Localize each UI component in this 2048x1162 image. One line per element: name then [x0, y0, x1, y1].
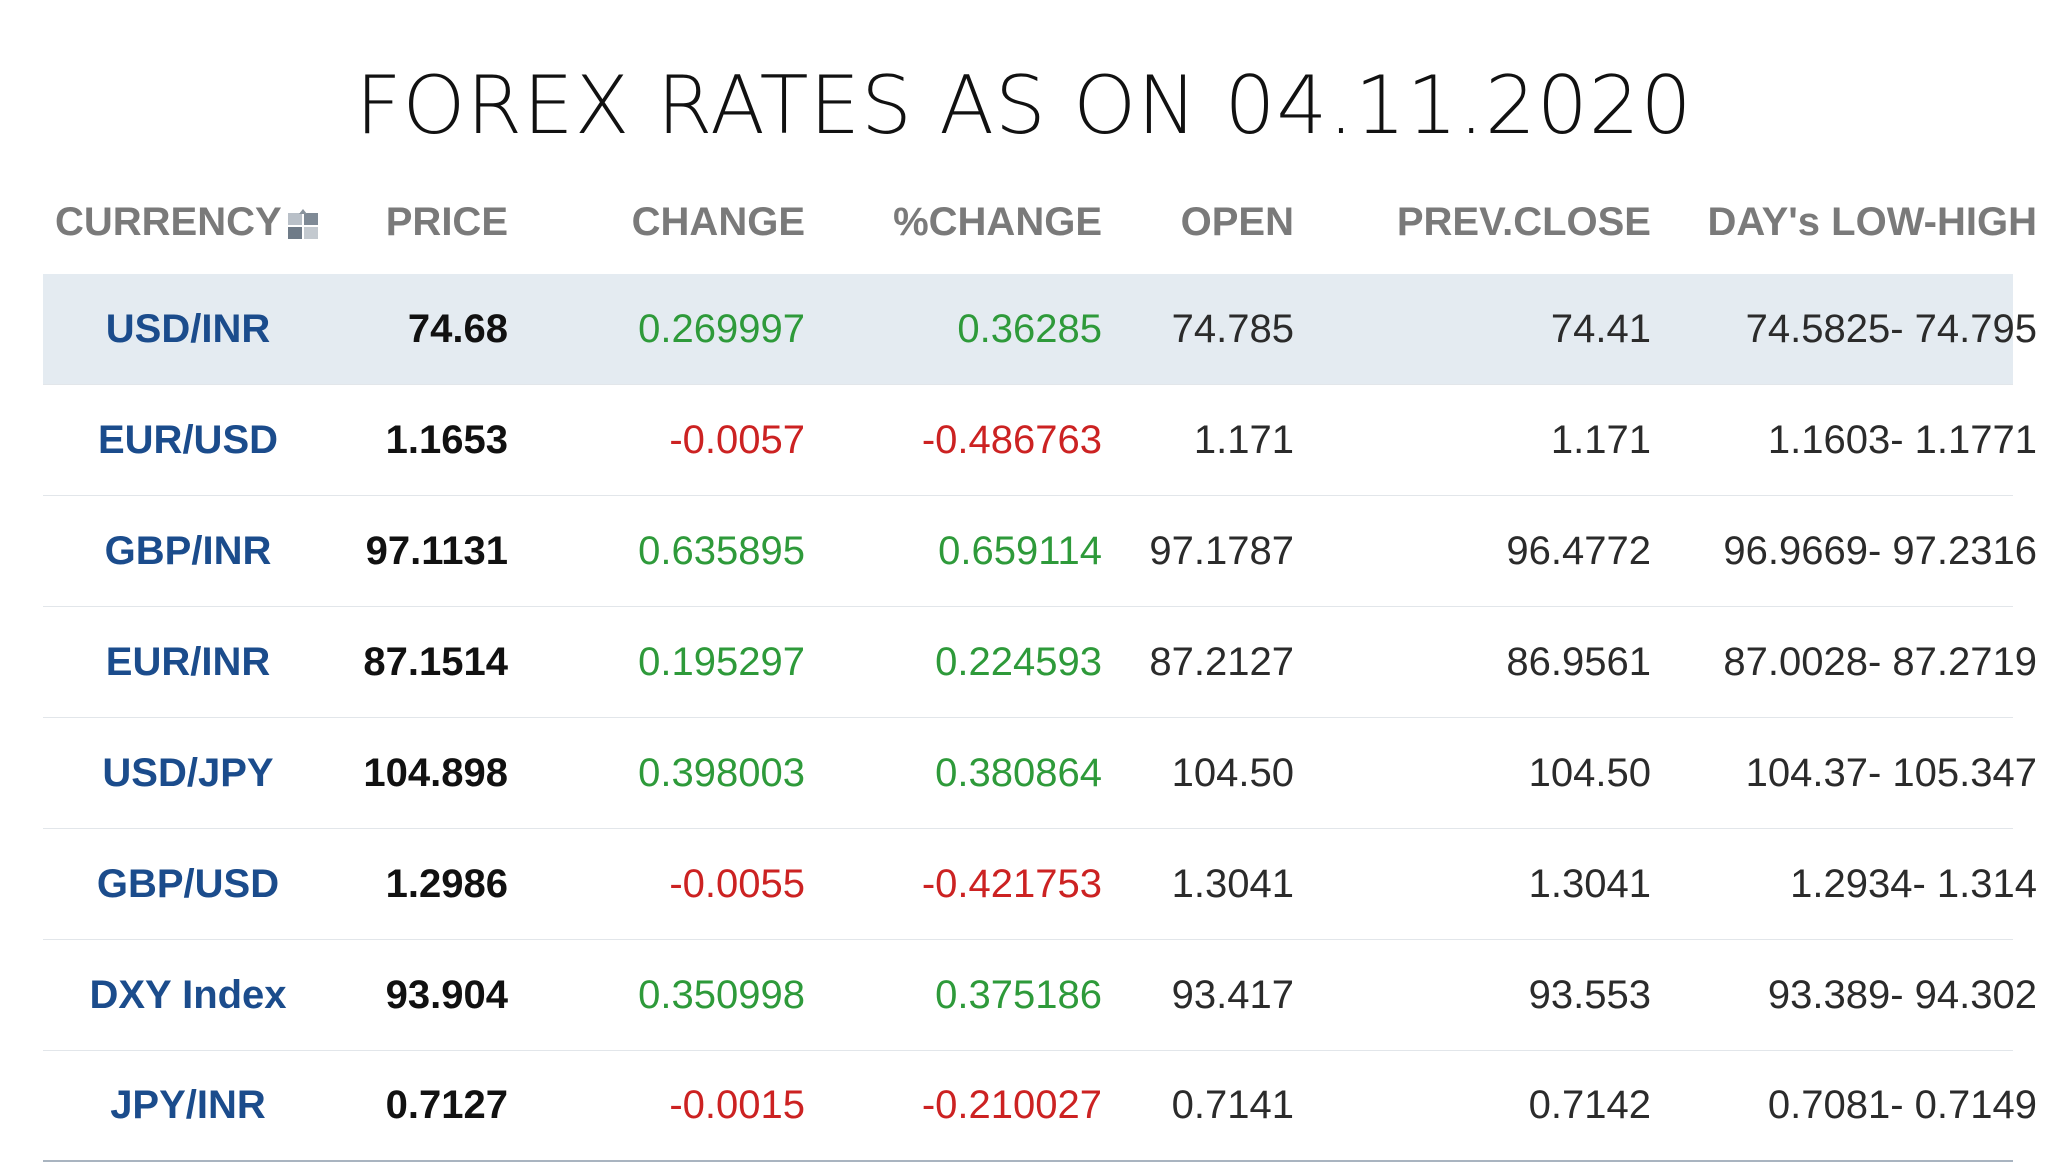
column-header-price[interactable]: PRICE	[385, 199, 508, 244]
open-cell: 74.785	[1171, 306, 1294, 351]
table-row[interactable]: JPY/INR 0.7127 -0.0015 -0.210027 0.7141 0.714…	[43, 1051, 2037, 1162]
price-cell: 93.904	[385, 972, 508, 1017]
open-cell: 0.7141	[1171, 1083, 1294, 1127]
prev-close-cell: 1.3041	[1528, 861, 1651, 906]
column-header-day-range[interactable]: DAY's LOW-HIGH	[1707, 199, 2037, 244]
percent-change-cell: -0.210027	[921, 1083, 1102, 1127]
percent-change-cell: 0.375186	[935, 972, 1102, 1017]
prev-close-cell: 1.171	[1550, 417, 1651, 462]
currency-link[interactable]: USD/INR	[105, 306, 271, 351]
percent-change-cell: 0.36285	[957, 306, 1102, 351]
price-cell: 0.7127	[385, 1083, 508, 1127]
sort-toggle-icon[interactable]	[284, 207, 322, 245]
prev-close-cell: 74.41	[1550, 306, 1651, 351]
change-cell: 0.398003	[638, 750, 805, 795]
percent-change-cell: 0.224593	[935, 639, 1102, 684]
prev-close-cell: 96.4772	[1506, 528, 1651, 573]
price-cell: 104.898	[363, 750, 508, 795]
day-range-cell: 93.389- 94.302	[1767, 972, 2037, 1017]
prev-close-cell: 104.50	[1528, 750, 1651, 795]
page-title: FOREX RATES AS ON 04.11.2020	[355, 59, 1693, 152]
open-cell: 87.2127	[1149, 639, 1294, 684]
currency-link[interactable]: EUR/USD	[97, 417, 279, 462]
change-cell: 0.269997	[638, 306, 805, 351]
prev-close-cell: 0.7142	[1528, 1083, 1651, 1127]
day-range-cell: 74.5825- 74.795	[1745, 306, 2037, 351]
table-row[interactable]: USD/INR 74.68 0.269997 0.36285 74.785 74.41 74…	[43, 274, 2037, 385]
price-cell: 87.1514	[363, 639, 508, 684]
percent-change-cell: -0.421753	[921, 861, 1102, 906]
currency-link[interactable]: JPY/INR	[110, 1083, 266, 1127]
change-cell: -0.0057	[669, 417, 805, 462]
table-row[interactable]: GBP/INR 97.1131 0.635895 0.659114 97.1787 96.…	[43, 496, 2037, 607]
column-header-currency[interactable]: CURRENCY	[43, 170, 345, 274]
column-header-currency-label: CURRENCY	[55, 199, 282, 244]
price-cell: 97.1131	[365, 528, 508, 573]
column-header-change[interactable]: CHANGE	[631, 199, 805, 244]
table-row[interactable]: GBP/USD 1.2986 -0.0055 -0.421753 1.3041 1.304…	[43, 829, 2037, 940]
day-range-cell: 104.37- 105.347	[1745, 750, 2037, 795]
change-cell: 0.195297	[638, 639, 805, 684]
currency-link[interactable]: EUR/INR	[105, 639, 271, 684]
day-range-cell: 1.1603- 1.1771	[1767, 417, 2037, 462]
column-header-percent-change[interactable]: %CHANGE	[893, 199, 1102, 244]
open-cell: 104.50	[1171, 750, 1294, 795]
price-cell: 1.1653	[385, 417, 508, 462]
table-row[interactable]: EUR/INR 87.1514 0.195297 0.224593 87.2127 86.…	[43, 607, 2037, 718]
currency-link[interactable]: GBP/INR	[104, 528, 272, 573]
percent-change-cell: -0.486763	[921, 417, 1102, 462]
table-header-row: CURRENCY PRICE CHANGE %CHANGE OPEN PREV.…	[43, 170, 2037, 274]
open-cell: 1.171	[1193, 417, 1294, 462]
prev-close-cell: 86.9561	[1506, 639, 1651, 684]
change-cell: 0.350998	[638, 972, 805, 1017]
day-range-cell: 1.2934- 1.314	[1790, 861, 2037, 906]
table-row[interactable]: DXY Index 93.904 0.350998 0.375186 93.417 93.…	[43, 940, 2037, 1051]
open-cell: 97.1787	[1149, 528, 1294, 573]
percent-change-cell: 0.659114	[938, 528, 1102, 573]
currency-link[interactable]: GBP/USD	[96, 861, 280, 906]
day-range-cell: 96.9669- 97.2316	[1723, 528, 2037, 573]
column-header-prev-close[interactable]: PREV.CLOSE	[1396, 199, 1651, 244]
prev-close-cell: 93.553	[1528, 972, 1651, 1017]
open-cell: 1.3041	[1171, 861, 1294, 906]
day-range-cell: 87.0028- 87.2719	[1723, 639, 2037, 684]
currency-link[interactable]: USD/JPY	[102, 750, 274, 795]
price-cell: 1.2986	[385, 861, 508, 906]
change-cell: -0.0055	[669, 861, 805, 906]
table-row[interactable]: EUR/USD 1.1653 -0.0057 -0.486763 1.171 1.171 1…	[43, 385, 2037, 496]
currency-link[interactable]: DXY Index	[89, 972, 287, 1017]
percent-change-cell: 0.380864	[935, 750, 1102, 795]
table-body: USD/INR 74.68 0.269997 0.36285 74.785 74.41 74…	[43, 274, 2037, 1162]
change-cell: 0.635895	[638, 528, 805, 573]
price-cell: 74.68	[407, 306, 508, 351]
forex-rates-table: CURRENCY PRICE CHANGE %CHANGE OPEN PREV.…	[43, 170, 2037, 1162]
day-range-cell: 0.7081- 0.7149	[1767, 1083, 2037, 1127]
open-cell: 93.417	[1171, 972, 1294, 1017]
column-header-open[interactable]: OPEN	[1180, 199, 1294, 244]
table-row[interactable]: USD/JPY 104.898 0.398003 0.380864 104.50 104.…	[43, 718, 2037, 829]
change-cell: -0.0015	[669, 1083, 805, 1127]
